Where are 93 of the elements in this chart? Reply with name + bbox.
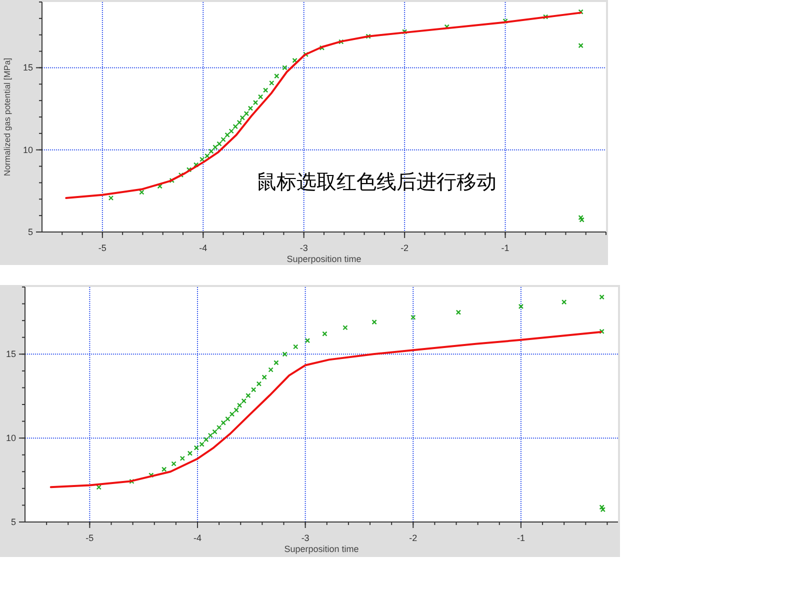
point <box>269 80 274 86</box>
point <box>244 110 250 116</box>
point <box>292 58 298 64</box>
x-axis-title: Superposition time <box>286 254 362 264</box>
x-tick-label: -2 <box>400 243 409 253</box>
point <box>282 352 288 357</box>
x-tick-label: -4 <box>199 243 208 253</box>
point <box>304 338 310 344</box>
point <box>193 162 199 168</box>
point <box>274 360 279 366</box>
point <box>220 420 226 426</box>
point <box>236 402 242 408</box>
point <box>338 39 344 44</box>
y-tick-label: 10 <box>6 433 16 444</box>
point <box>599 328 604 334</box>
point <box>599 504 604 510</box>
point <box>372 319 377 325</box>
point <box>248 106 254 111</box>
y-tick-label: 10 <box>22 144 33 155</box>
point <box>578 9 584 14</box>
x-tick-label: -1 <box>516 533 525 543</box>
y-tick-label: 5 <box>10 517 16 527</box>
y-tick-label: 15 <box>22 62 33 73</box>
point <box>194 445 200 450</box>
point <box>342 325 348 330</box>
point <box>456 310 462 315</box>
x-tick-label: -5 <box>86 533 94 543</box>
point <box>200 156 205 162</box>
annotation: 鼠标选取红色线后进行移动 <box>256 169 496 194</box>
point <box>216 141 222 146</box>
point <box>240 115 246 120</box>
point <box>161 466 167 472</box>
point <box>258 94 264 100</box>
point <box>96 484 102 490</box>
point <box>268 367 274 372</box>
point <box>252 100 258 106</box>
point <box>322 331 328 336</box>
point <box>232 124 238 130</box>
point <box>108 195 114 201</box>
point <box>234 407 239 413</box>
point <box>250 387 256 392</box>
point <box>212 429 218 434</box>
y-tick-label: 5 <box>28 227 33 237</box>
point <box>246 393 251 398</box>
point <box>186 167 192 172</box>
point <box>199 442 204 447</box>
x-tick-label: -3 <box>301 533 310 543</box>
point <box>241 398 246 404</box>
point <box>208 148 214 154</box>
point <box>216 424 222 430</box>
point <box>129 478 134 484</box>
x-tick-label: -5 <box>98 243 106 253</box>
x-tick-label: -2 <box>409 533 418 543</box>
point <box>262 374 267 380</box>
point <box>208 432 214 438</box>
point <box>212 144 218 150</box>
point <box>518 304 524 310</box>
point <box>542 14 548 20</box>
point <box>180 456 186 461</box>
point <box>157 184 162 189</box>
point <box>225 416 230 422</box>
point <box>600 506 606 512</box>
point <box>256 381 262 386</box>
point <box>171 461 176 466</box>
point <box>366 34 371 39</box>
point <box>262 88 268 93</box>
y-tick-label: 15 <box>6 349 16 360</box>
point <box>236 120 242 126</box>
point <box>187 450 193 456</box>
point <box>402 29 408 34</box>
point <box>599 294 604 300</box>
x-tick-label: -1 <box>501 243 510 253</box>
x-tick-label: -3 <box>300 243 308 253</box>
point <box>228 128 234 134</box>
point <box>224 132 230 138</box>
point <box>204 153 210 159</box>
point <box>274 73 280 79</box>
point <box>561 300 567 305</box>
line-series <box>65 12 582 199</box>
point <box>220 136 226 142</box>
point <box>579 217 584 222</box>
point <box>578 214 584 220</box>
line-series <box>50 330 602 488</box>
x-axis-title: Superposition time <box>284 544 359 554</box>
point <box>204 436 209 442</box>
point <box>282 65 288 70</box>
point <box>293 344 298 350</box>
y-axis-title: Normalized gas potential [MPa] <box>2 58 12 176</box>
x-tick-label: -4 <box>194 533 202 543</box>
point <box>139 190 144 195</box>
point <box>229 412 235 417</box>
point <box>578 42 584 48</box>
point <box>410 314 416 320</box>
